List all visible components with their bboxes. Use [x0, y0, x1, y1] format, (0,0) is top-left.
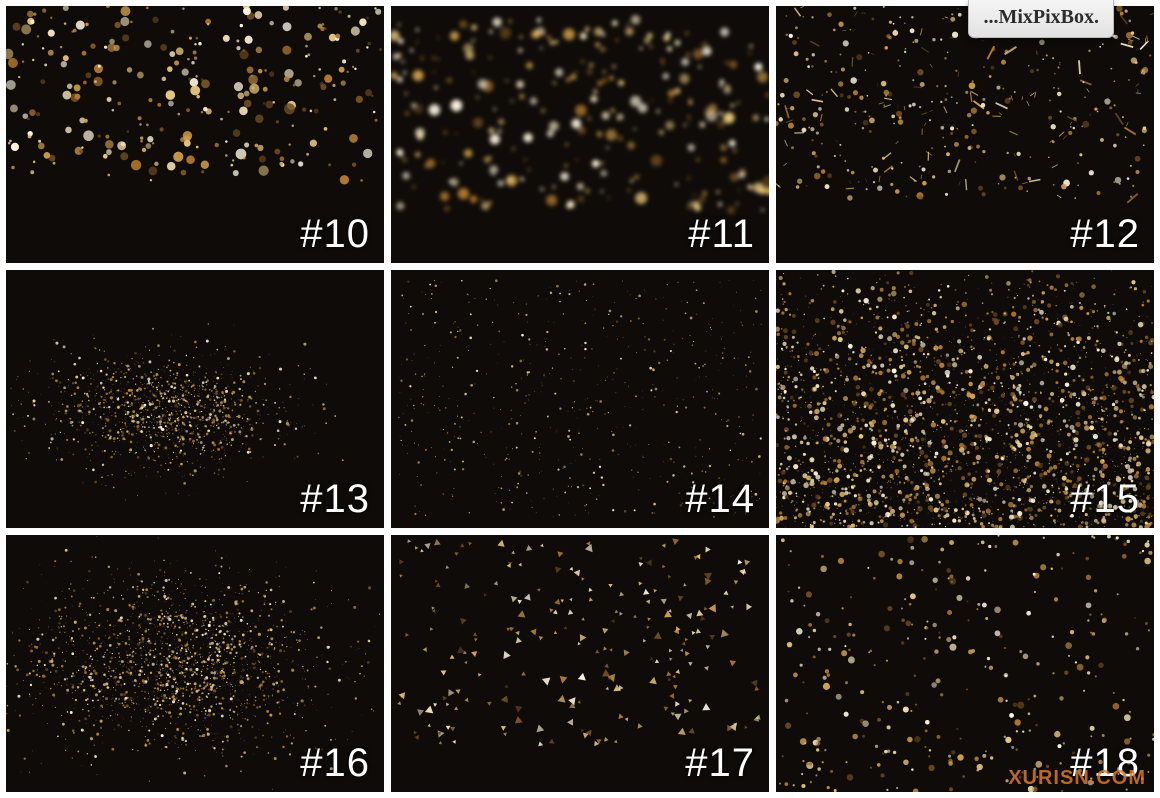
tile-label: #12 — [1070, 212, 1140, 257]
tile-label: #17 — [685, 741, 755, 786]
site-watermark: XURISN.COM — [1008, 767, 1146, 790]
overlay-tile: #17 — [391, 535, 769, 792]
tile-label: #13 — [300, 477, 370, 522]
overlay-tile: #12 — [776, 6, 1154, 263]
overlay-tile: #15 — [776, 270, 1154, 527]
tile-label: #14 — [685, 477, 755, 522]
overlay-tile: #14 — [391, 270, 769, 527]
overlay-tile: #10 — [6, 6, 384, 263]
tile-label: #11 — [688, 212, 755, 257]
tile-label: #15 — [1070, 477, 1140, 522]
tile-label: #16 — [300, 741, 370, 786]
overlay-tile: #11 — [391, 6, 769, 263]
overlay-tile: #16 — [6, 535, 384, 792]
overlay-tile: #18 — [776, 535, 1154, 792]
brand-badge: ...MixPixBox. — [968, 0, 1114, 38]
tile-label: #10 — [300, 212, 370, 257]
overlay-tile: #13 — [6, 270, 384, 527]
overlay-grid: #10 #11 #12 #13 #14 #15 #16 #17 #18 — [0, 0, 1160, 798]
